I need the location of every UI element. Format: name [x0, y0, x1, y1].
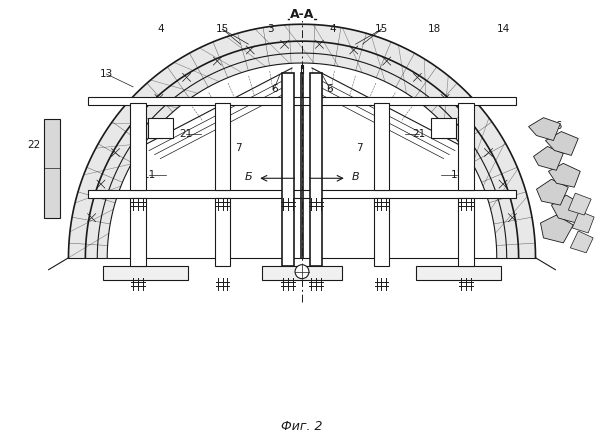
Text: 6: 6: [327, 84, 333, 94]
Text: 6: 6: [271, 84, 277, 94]
Polygon shape: [68, 24, 536, 258]
Text: 14: 14: [497, 24, 510, 34]
Text: А-А: А-А: [290, 8, 314, 21]
Polygon shape: [148, 118, 173, 137]
Polygon shape: [545, 132, 578, 155]
Bar: [416, 266, 501, 280]
Bar: [88, 97, 516, 105]
Bar: [458, 198, 474, 266]
Bar: [282, 73, 294, 266]
Text: 13: 13: [100, 69, 113, 79]
Polygon shape: [431, 118, 456, 137]
Text: 21: 21: [179, 128, 192, 139]
Bar: [214, 103, 231, 190]
Bar: [103, 266, 188, 280]
Text: Фиг. 2: Фиг. 2: [281, 420, 323, 433]
Polygon shape: [533, 147, 564, 170]
Bar: [43, 119, 60, 218]
Text: 3: 3: [267, 24, 274, 34]
Text: 15: 15: [216, 24, 229, 34]
Bar: [373, 198, 390, 266]
Polygon shape: [541, 215, 573, 243]
Text: 7: 7: [235, 144, 242, 153]
Text: 11: 11: [143, 170, 156, 180]
Bar: [310, 73, 322, 266]
Polygon shape: [568, 193, 591, 215]
Polygon shape: [548, 163, 580, 187]
Text: 22: 22: [27, 140, 40, 151]
Bar: [88, 190, 516, 198]
Text: 16: 16: [550, 120, 563, 131]
Bar: [262, 266, 342, 280]
Circle shape: [295, 265, 309, 279]
Polygon shape: [551, 195, 583, 223]
Text: 4: 4: [330, 24, 336, 34]
Text: 11: 11: [451, 170, 464, 180]
Polygon shape: [573, 211, 594, 233]
Polygon shape: [570, 231, 593, 253]
Bar: [458, 103, 474, 190]
Bar: [214, 198, 231, 266]
Bar: [130, 198, 146, 266]
Text: Б: Б: [245, 172, 252, 182]
Text: 7: 7: [356, 144, 363, 153]
Bar: [373, 103, 390, 190]
Text: В: В: [352, 172, 359, 182]
Polygon shape: [536, 179, 568, 205]
Text: 18: 18: [428, 24, 441, 34]
Text: 4: 4: [158, 24, 164, 34]
Polygon shape: [528, 118, 561, 140]
Text: 15: 15: [375, 24, 388, 34]
Bar: [130, 103, 146, 190]
Bar: [148, 124, 162, 137]
Text: 21: 21: [413, 128, 426, 139]
Bar: [442, 124, 456, 137]
